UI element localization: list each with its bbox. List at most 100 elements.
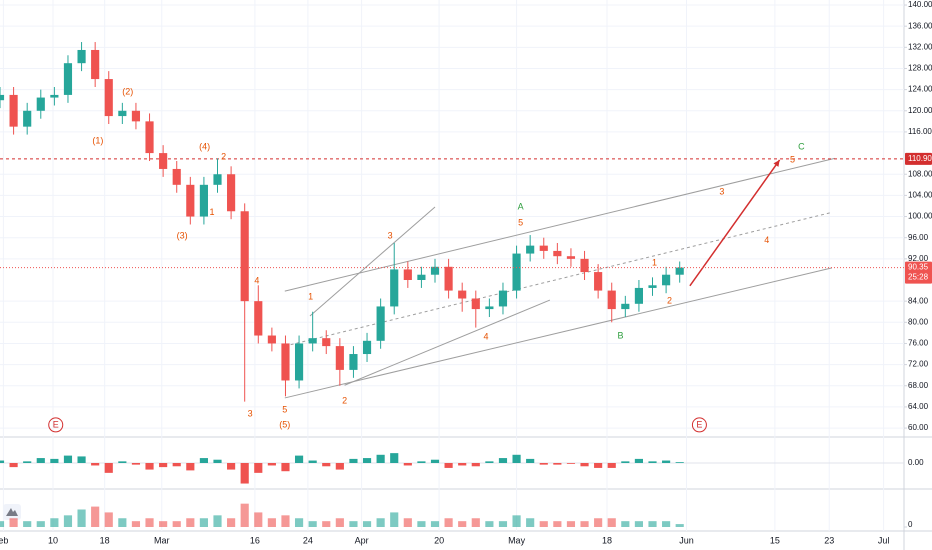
osc-bar	[213, 459, 222, 463]
y-tick-label: 104.00	[908, 191, 932, 200]
candle-body	[526, 245, 535, 254]
volume-bar	[199, 518, 208, 527]
candle-body	[77, 49, 86, 64]
osc-bar	[444, 463, 453, 468]
osc-bar	[362, 458, 372, 463]
candle-body	[390, 269, 399, 307]
volume-bar	[36, 521, 45, 527]
osc-bar	[566, 463, 576, 464]
candle-body	[36, 97, 45, 111]
osc-bar	[254, 463, 263, 473]
x-tick-label: 18	[602, 535, 612, 545]
x-tick-label: Jun	[679, 535, 694, 545]
y-tick-label: 80.00	[908, 317, 929, 326]
last-price-box	[905, 261, 932, 284]
x-tick-label: 20	[434, 535, 444, 545]
x-tick-label: 15	[770, 535, 780, 545]
candle-body	[281, 343, 290, 381]
y-tick-label: 60.00	[908, 423, 929, 432]
volume-bar	[662, 521, 671, 527]
volume-bar	[227, 518, 236, 527]
x-tick-label: 10	[48, 535, 58, 545]
wave-label: (4)	[199, 142, 210, 152]
wave-label: 2	[221, 152, 226, 162]
osc-bar	[186, 463, 195, 471]
candle-body	[254, 301, 263, 336]
volume-bar	[594, 518, 603, 527]
x-tick-label: 23	[824, 535, 834, 545]
osc-bar	[458, 463, 467, 466]
candle-body	[91, 49, 100, 80]
toolbar-icon[interactable]	[3, 504, 21, 520]
volume-bar	[254, 512, 263, 527]
candle-body	[159, 153, 168, 169]
osc-bar	[430, 459, 440, 463]
osc-bar	[172, 463, 181, 467]
x-tick-label: May	[508, 535, 526, 545]
candle-body	[417, 274, 426, 281]
wave-label: (1)	[92, 135, 103, 145]
osc-bar	[199, 458, 208, 463]
osc-tick-label: 0.00	[908, 458, 924, 467]
x-tick-label: 24	[303, 535, 313, 545]
vol-tick-label: 0	[908, 520, 913, 529]
wave-label: 3	[248, 409, 253, 419]
candle-body	[430, 266, 440, 275]
osc-bar	[131, 463, 141, 465]
candle-body	[0, 94, 5, 101]
trend-line	[284, 267, 833, 399]
volume-bar	[553, 521, 562, 527]
candle-body	[63, 63, 73, 95]
volume-bar	[118, 518, 127, 527]
osc-bar	[267, 463, 276, 466]
candle-body	[594, 272, 603, 291]
wave-label: 2	[342, 395, 347, 405]
volume-bar	[417, 521, 426, 527]
candle-body	[335, 346, 344, 370]
grid	[0, 0, 904, 531]
osc-bar	[91, 463, 100, 466]
last-price-label: 90.35	[908, 263, 929, 272]
candle-body	[118, 110, 127, 117]
annotation-circle	[48, 417, 64, 433]
trend-line	[344, 299, 551, 386]
volume-bar	[50, 518, 59, 527]
y-tick-label: 68.00	[908, 381, 929, 390]
candle-body	[553, 250, 562, 257]
candle-body	[498, 290, 508, 307]
volume-bar	[186, 518, 195, 527]
wave-label: (2)	[122, 87, 133, 97]
y-tick-label: 124.00	[908, 85, 932, 94]
volume-bar	[131, 521, 141, 527]
volume-bar	[471, 518, 480, 527]
volume-bar	[91, 506, 100, 527]
osc-bar	[281, 463, 290, 472]
volume-bar	[281, 515, 290, 527]
osc-bar	[77, 456, 86, 463]
volume-bar	[362, 521, 372, 527]
volume-bar	[607, 518, 616, 527]
candle-body	[444, 266, 453, 291]
osc-bar	[63, 455, 73, 463]
osc-bar	[335, 463, 344, 470]
level-box	[905, 152, 932, 165]
osc-bar	[607, 463, 616, 468]
osc-bar	[539, 463, 548, 465]
candle-body	[227, 174, 236, 212]
x-tick-label: Apr	[355, 535, 369, 545]
volume-bar	[240, 503, 249, 527]
candle-body	[662, 274, 671, 286]
wave-label: 3	[719, 187, 724, 197]
osc-bar	[526, 458, 535, 463]
osc-bar	[580, 463, 589, 467]
wave-label: E	[53, 419, 59, 429]
volume-bar	[512, 515, 521, 527]
y-tick-label: 76.00	[908, 339, 929, 348]
x-tick-label: Jul	[878, 535, 890, 545]
osc-bar	[145, 463, 154, 470]
candle-body	[607, 290, 616, 310]
osc-bar	[322, 463, 331, 467]
wave-label: 4	[254, 275, 259, 285]
osc-bar	[594, 463, 603, 468]
osc-bar	[417, 461, 426, 463]
